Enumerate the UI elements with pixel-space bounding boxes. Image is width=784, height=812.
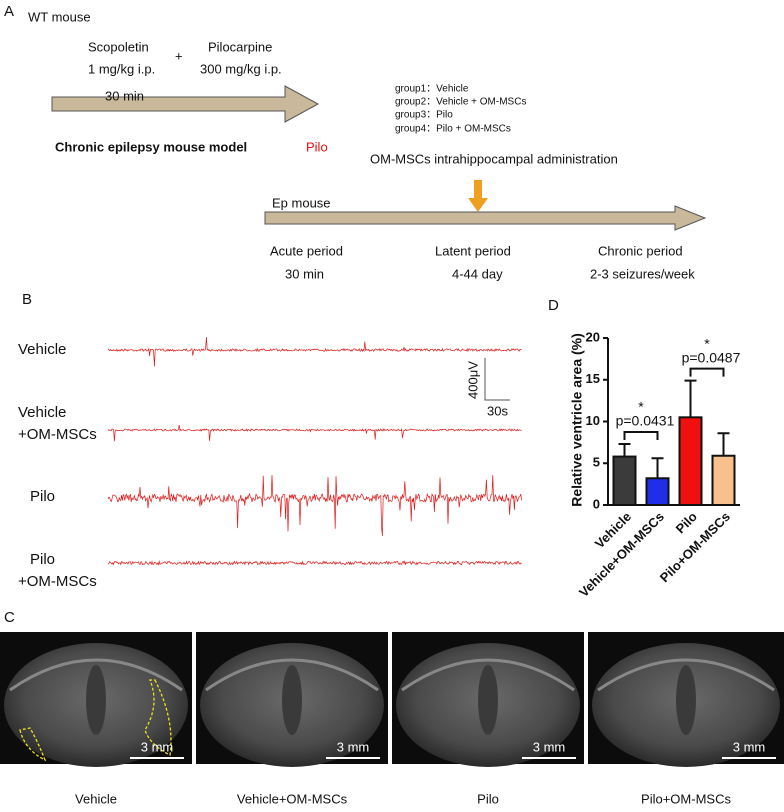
period: Acute period: [270, 243, 343, 258]
arrow: [51, 85, 320, 123]
p-value: p=0.0431: [616, 413, 675, 429]
group: group2：Vehicle + OM-MSCs: [395, 97, 526, 108]
caption: Pilo: [477, 791, 499, 806]
bar: [612, 455, 637, 507]
y-tick-label: 10: [586, 413, 600, 428]
cortex-edge: [9, 658, 183, 692]
caption: Vehicle+OM-MSCs: [237, 791, 348, 806]
timeline-label: Ep mouse: [272, 195, 331, 210]
x-tick-label: Pilo: [673, 509, 701, 537]
panel-label: A: [4, 3, 14, 20]
panel-label: C: [4, 609, 15, 626]
drug-name: Pilocarpine: [208, 39, 272, 54]
model-tag: Pilo: [306, 139, 328, 154]
y-tick-label: 15: [586, 371, 600, 386]
panel-label: B: [22, 291, 32, 308]
subject: WT mouse: [28, 9, 91, 24]
scale-label: 400μV: [465, 361, 480, 399]
timeline-arrow: [264, 205, 707, 231]
ventricle-outline: [19, 727, 47, 762]
bar: [711, 454, 736, 506]
eeg-trace: [107, 336, 522, 367]
group: group1：Vehicle: [395, 84, 469, 95]
ventricle-outline: [144, 679, 172, 756]
drug-name: Scopoletin: [88, 39, 149, 54]
p-value: p=0.0487: [682, 349, 741, 365]
eeg-trace: [107, 560, 522, 566]
trace-label: Vehicle: [18, 341, 66, 358]
period: Latent period: [435, 243, 511, 258]
drug-dose: 300 mg/kg i.p.: [200, 61, 282, 76]
significance-star: *: [638, 399, 644, 415]
bar: [678, 416, 703, 507]
error-bar: [684, 379, 697, 418]
eeg-trace: [107, 424, 522, 442]
eeg-traces: [107, 336, 522, 566]
period-duration: 4-44 day: [452, 266, 503, 281]
y-tick-label: 0: [593, 496, 600, 511]
error-bar: [651, 457, 664, 479]
y-tick-label: 5: [593, 455, 600, 470]
scale-label: 3 mm: [533, 739, 566, 754]
error-bar: [618, 443, 631, 457]
plus: +: [175, 48, 183, 63]
period: Chronic period: [598, 243, 683, 258]
bar-chart: D Relative ventricle area (%) 05101520Ve…: [548, 297, 741, 600]
trace-label: Pilo: [30, 488, 55, 505]
midline: [676, 665, 696, 735]
caption: Vehicle: [75, 791, 117, 806]
y-axis-label: Relative ventricle area (%): [569, 333, 585, 507]
trace-label: +OM-MSCs: [18, 426, 97, 443]
midline: [478, 665, 498, 735]
scale-label: 30s: [487, 403, 508, 418]
scale-label: 3 mm: [733, 739, 766, 754]
significance-bracket: [623, 431, 659, 441]
midline: [282, 665, 302, 735]
significance-bracket: [689, 367, 725, 377]
scale-label: 3 mm: [141, 739, 174, 754]
interval: 30 min: [105, 88, 144, 103]
error-bar: [717, 432, 730, 456]
treatment: OM-MSCs intrahippocampal administration: [370, 151, 618, 166]
model: Chronic epilepsy mouse model: [55, 139, 247, 154]
drug-dose: 1 mg/kg i.p.: [88, 61, 155, 76]
trace-label: Vehicle: [18, 404, 66, 421]
group: group3：Pilo: [395, 110, 453, 121]
trace-label: Pilo: [30, 551, 55, 568]
significance-star: *: [704, 335, 710, 351]
caption: Pilo+OM-MSCs: [641, 791, 731, 806]
midline: [86, 665, 106, 735]
trace-label: +OM-MSCs: [18, 573, 97, 590]
mri-images: 3 mm Vehicle 3 mm Vehicle+OM-MSCs 3 mm Pilo 3 …: [0, 632, 784, 806]
bar: [645, 477, 670, 506]
period-duration: 2-3 seizures/week: [590, 266, 695, 281]
cortex-edge: [205, 658, 379, 692]
eeg-trace: [107, 475, 522, 537]
panel-label: D: [548, 297, 559, 314]
group: group4：Pilo + OM-MSCs: [395, 124, 511, 135]
scale-bar: [484, 358, 510, 401]
y-tick-label: 20: [586, 329, 600, 344]
cortex-edge: [597, 658, 775, 692]
cortex-edge: [401, 658, 575, 692]
injection-arrow: [468, 180, 488, 212]
scale-label: 3 mm: [337, 739, 370, 754]
period-duration: 30 min: [285, 266, 324, 281]
